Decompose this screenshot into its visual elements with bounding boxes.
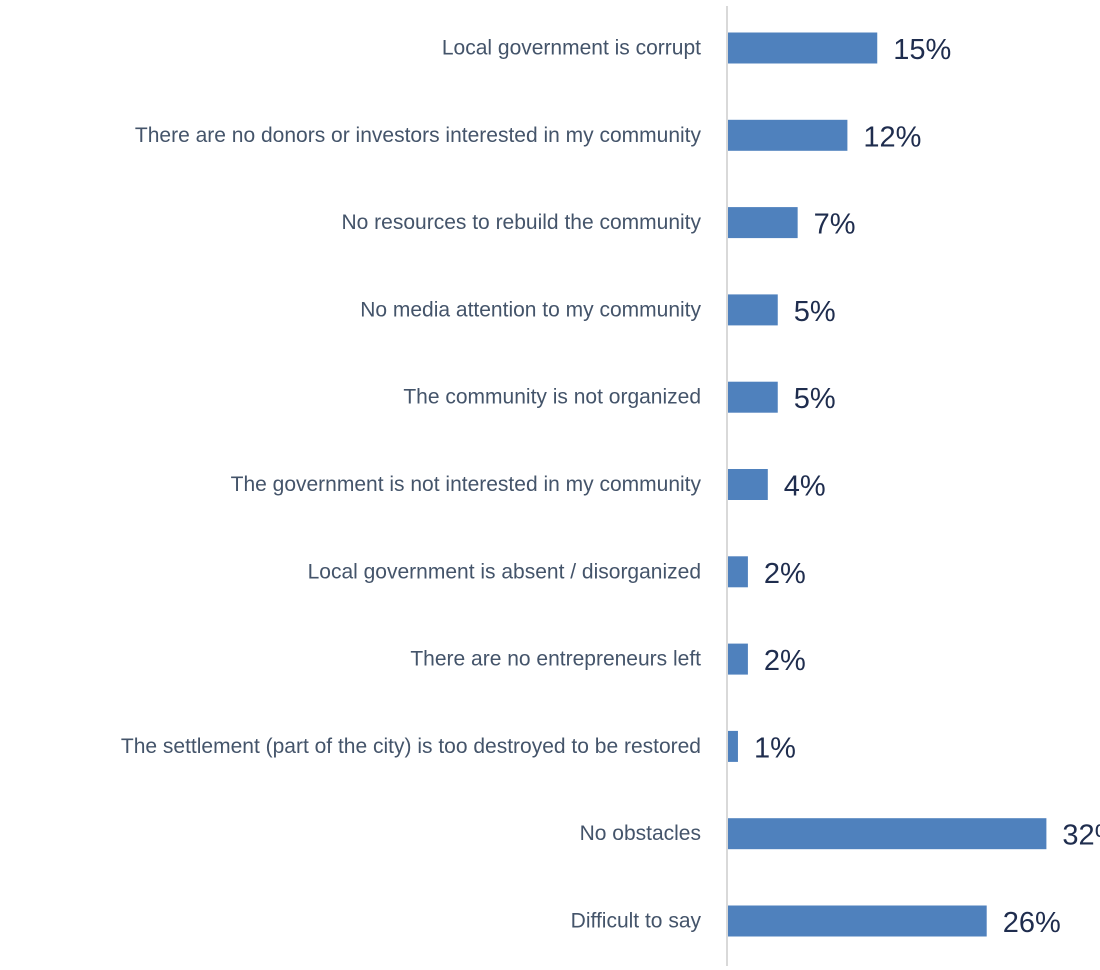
category-label-1: There are no donors or investors interes… xyxy=(135,124,702,147)
bar-4 xyxy=(728,381,778,413)
category-labels-group: Local government is corrupt There are no … xyxy=(121,37,702,933)
value-label-8: 1% xyxy=(754,732,796,764)
category-label-3: No media attention to my community xyxy=(360,298,701,321)
category-label-5: The government is not interested in my c… xyxy=(231,473,702,496)
bar-0 xyxy=(728,32,878,64)
value-label-10: 26% xyxy=(1003,907,1061,939)
category-label-0: Local government is corrupt xyxy=(442,37,701,60)
category-label-6: Local government is absent / disorganize… xyxy=(308,560,701,583)
category-label-7: There are no entrepreneurs left xyxy=(410,648,701,671)
bar-5 xyxy=(728,469,768,500)
value-label-1: 12% xyxy=(863,121,921,153)
bar-2 xyxy=(728,207,798,239)
value-label-7: 2% xyxy=(764,645,806,677)
bars-group xyxy=(728,32,1047,937)
bar-7 xyxy=(728,643,748,675)
value-label-0: 15% xyxy=(893,34,951,66)
value-label-2: 7% xyxy=(814,209,856,241)
value-label-4: 5% xyxy=(794,383,836,415)
bar-6 xyxy=(728,556,748,588)
category-label-2: No resources to rebuild the community xyxy=(342,211,702,234)
value-label-6: 2% xyxy=(764,558,806,590)
bar-3 xyxy=(728,294,778,326)
bar-10 xyxy=(728,905,987,937)
bar-8 xyxy=(728,730,738,762)
category-label-10: Difficult to say xyxy=(571,910,702,933)
value-label-5: 4% xyxy=(784,471,826,503)
bar-9 xyxy=(728,818,1047,850)
category-label-4: The community is not organized xyxy=(403,386,701,409)
value-labels-group: 15% 12% 7% 5% 5% 4% 2% 2% 1% 32% 26% xyxy=(754,34,1100,939)
category-label-9: No obstacles xyxy=(580,822,701,845)
value-label-3: 5% xyxy=(794,296,836,328)
value-label-9: 32% xyxy=(1062,820,1100,852)
category-label-8: The settlement (part of the city) is too… xyxy=(121,735,701,758)
bar-1 xyxy=(728,119,848,151)
